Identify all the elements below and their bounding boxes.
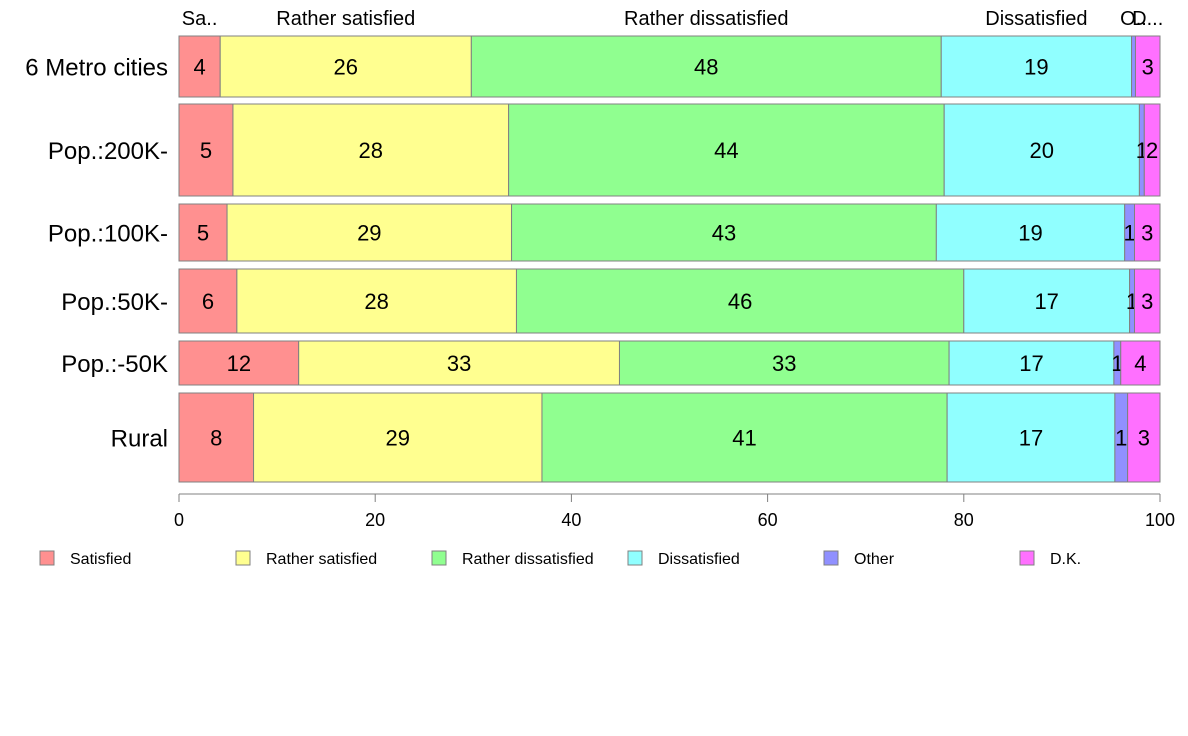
category-label-rural: Rural <box>111 426 168 453</box>
data-label-satisfied-pop-100k: 5 <box>197 221 209 246</box>
category-label-pop-100k: Pop.:100K- <box>48 221 168 248</box>
category-label-pop-200k: Pop.:200K- <box>48 138 168 165</box>
data-label-rather-dissatisfied-pop-200k: 44 <box>714 138 738 163</box>
data-label-rather-satisfied-pop-200k: 28 <box>359 138 383 163</box>
data-label-rather-dissatisfied-pop-100k: 43 <box>712 221 736 246</box>
legend-label-rather-dissatisfied: Rather dissatisfied <box>462 551 594 568</box>
legend-swatch-rather-satisfied <box>236 551 250 565</box>
legend: Satisfied Rather satisfied Rather dissatis… <box>40 551 1081 568</box>
data-label-rather-satisfied-rural: 29 <box>386 426 410 451</box>
data-label-rather-satisfied-pop-100k: 29 <box>357 221 381 246</box>
data-label-rather-satisfied-pop-50k: 33 <box>447 351 471 376</box>
legend-swatch-d-k <box>1020 551 1034 565</box>
data-label-satisfied-6-metro-cities: 4 <box>193 55 205 80</box>
x-axis: 0 20 40 60 80 100 <box>174 494 1175 530</box>
data-label-satisfied-pop-50k: 6 <box>202 289 214 314</box>
top-label-rather-satisfied: Rather satisfied <box>276 8 415 30</box>
data-label-rather-dissatisfied-rural: 41 <box>732 426 756 451</box>
x-tick-label-40: 40 <box>561 510 581 530</box>
data-label-rather-satisfied-pop-50k: 28 <box>364 289 388 314</box>
data-label-rather-dissatisfied-6-metro-cities: 48 <box>694 55 718 80</box>
data-label-dissatisfied-pop-100k: 19 <box>1018 221 1042 246</box>
legend-label-dissatisfied: Dissatisfied <box>658 551 740 568</box>
data-label-rather-satisfied-6-metro-cities: 26 <box>334 55 358 80</box>
legend-label-other: Other <box>854 551 895 568</box>
data-label-d-k-pop-100k: 3 <box>1141 221 1153 246</box>
category-label-pop-50k: Pop.:-50K <box>61 351 168 378</box>
legend-swatch-rather-dissatisfied <box>432 551 446 565</box>
data-label-satisfied-rural: 8 <box>210 426 222 451</box>
x-tick-label-100: 100 <box>1145 510 1175 530</box>
legend-label-satisfied: Satisfied <box>70 551 131 568</box>
top-label-rather-dissatisfied: Rather dissatisfied <box>624 8 789 30</box>
legend-swatch-dissatisfied <box>628 551 642 565</box>
legend-label-d-k: D.K. <box>1050 551 1081 568</box>
data-label-dissatisfied-6-metro-cities: 19 <box>1024 55 1048 80</box>
data-label-dissatisfied-pop-200k: 20 <box>1030 138 1054 163</box>
x-tick-label-20: 20 <box>365 510 385 530</box>
top-segment-labels: Sa.. Rather satisfied Rather dissatisfied D… <box>182 8 1163 30</box>
data-label-dissatisfied-pop-50k: 17 <box>1019 351 1043 376</box>
legend-swatch-other <box>824 551 838 565</box>
category-label-6-metro-cities: 6 Metro cities <box>25 55 168 82</box>
top-label-satisfied: Sa.. <box>182 8 218 30</box>
data-label-dissatisfied-pop-50k: 17 <box>1034 289 1058 314</box>
data-label-d-k-pop-50k: 3 <box>1141 289 1153 314</box>
data-label-rather-dissatisfied-pop-50k: 46 <box>728 289 752 314</box>
legend-swatch-satisfied <box>40 551 54 565</box>
bars: 4 26 48 19 35 28 44 20 125 29 43 19 1 36 28 46 17 1 312 33 3… <box>179 36 1160 482</box>
category-labels: 6 Metro cities Pop.:200K- Pop.:100K- Pop.:5… <box>25 55 168 453</box>
data-label-satisfied-pop-50k: 12 <box>227 351 251 376</box>
bar-other-6-metro-cities <box>1132 36 1136 97</box>
data-label-rather-dissatisfied-pop-50k: 33 <box>772 351 796 376</box>
data-label-other-pop-100k: 1 <box>1123 221 1135 246</box>
top-label-d-k: D... <box>1132 8 1163 30</box>
x-tick-label-0: 0 <box>174 510 184 530</box>
x-tick-label-80: 80 <box>954 510 974 530</box>
data-label-d-k-6-metro-cities: 3 <box>1142 55 1154 80</box>
category-label-pop-50k: Pop.:50K- <box>61 289 168 316</box>
x-tick-label-60: 60 <box>758 510 778 530</box>
top-label-dissatisfied: Dissatisfied <box>985 8 1087 30</box>
data-label-satisfied-pop-200k: 5 <box>200 138 212 163</box>
data-label-dissatisfied-rural: 17 <box>1019 426 1043 451</box>
data-label-d-k-rural: 3 <box>1138 426 1150 451</box>
data-label-other-rural: 1 <box>1115 426 1127 451</box>
legend-label-rather-satisfied: Rather satisfied <box>266 551 377 568</box>
data-label-d-k-pop-200k: 2 <box>1146 138 1158 163</box>
data-label-d-k-pop-50k: 4 <box>1134 351 1146 376</box>
